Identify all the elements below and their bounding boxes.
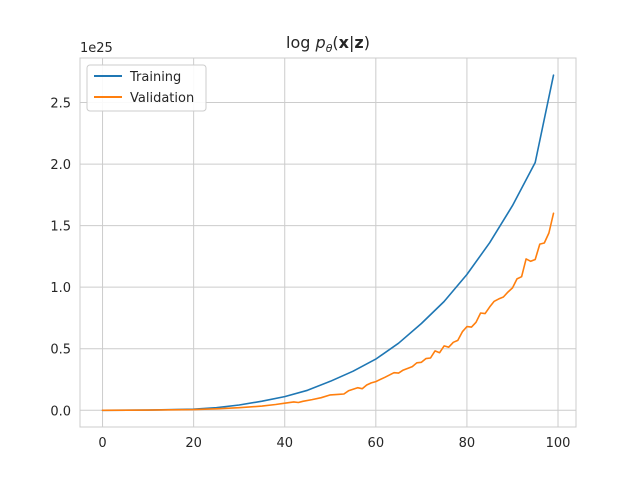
legend-label-validation: Validation	[130, 91, 194, 106]
plot-area	[80, 58, 576, 427]
x-tick-label: 100	[546, 436, 571, 451]
x-tick-label: 60	[368, 436, 385, 451]
title-subscript: θ	[326, 42, 333, 55]
grid	[80, 58, 576, 427]
y-tick-label: 1.0	[50, 281, 71, 296]
y-tick-label: 0.0	[50, 404, 71, 419]
title-prefix: log	[286, 33, 315, 52]
title-p: p	[315, 33, 326, 52]
x-tick-label: 40	[276, 436, 293, 451]
series-line-validation	[101, 212, 555, 412]
y-scale-label: 1e25	[80, 41, 113, 56]
legend-label-training: Training	[129, 70, 181, 85]
x-axis: 0 20 40 60 80 100	[98, 436, 570, 451]
chart-title: log pθ(x|z)	[286, 33, 370, 55]
series-layer	[101, 74, 555, 412]
title-close-paren: )	[364, 33, 370, 52]
y-tick-label: 1.5	[50, 220, 71, 235]
plot-frame	[79, 57, 577, 428]
x-tick-label: 0	[98, 436, 106, 451]
y-tick-label: 2.0	[50, 158, 71, 173]
title-z: z	[354, 33, 363, 52]
title-open-paren: (	[332, 33, 338, 52]
x-tick-label: 20	[185, 436, 202, 451]
series-line-training	[101, 74, 555, 412]
y-tick-label: 0.5	[50, 343, 71, 358]
legend: Training Validation	[86, 64, 207, 112]
y-tick-label: 2.5	[50, 97, 71, 112]
title-bar: |	[349, 33, 354, 52]
x-tick-label: 80	[459, 436, 476, 451]
y-axis: 0.0 0.5 1.0 1.5 2.0 2.5	[50, 97, 71, 420]
title-x: x	[339, 33, 350, 52]
